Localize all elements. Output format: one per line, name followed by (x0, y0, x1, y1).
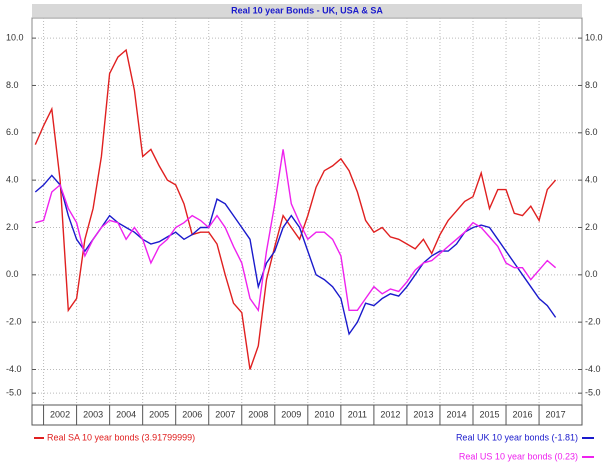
y-tick-label: -2.0 (6, 317, 22, 327)
y-tick-label: 2.0 (6, 222, 19, 232)
title-bar (32, 4, 582, 17)
y-tick-label: 4.0 (6, 175, 19, 185)
x-tick-label: 2007 (215, 409, 235, 419)
chart-title: Real 10 year Bonds - UK, USA & SA (231, 5, 383, 15)
x-tick-label: 2002 (50, 409, 70, 419)
y-tick-label: 6.0 (6, 127, 19, 137)
series-line (34, 174, 557, 336)
y2-tick-label: -5.0 (585, 388, 601, 398)
x-tick-label: 2009 (281, 409, 301, 419)
x-tick-label: 2014 (446, 409, 466, 419)
y2-tick-label: 10.0 (585, 32, 603, 42)
y2-tick-label: -2.0 (585, 317, 601, 327)
y2-tick-label: 6.0 (585, 127, 598, 137)
y2-tick-label: 2.0 (585, 222, 598, 232)
legend-label: Real SA 10 year bonds (3.91799999) (47, 432, 195, 442)
series-line (35, 149, 557, 313)
x-tick-label: 2004 (116, 409, 136, 419)
x-tick-label: 2003 (83, 409, 103, 419)
x-tick-label: 2011 (348, 409, 367, 419)
plot-area (31, 17, 583, 406)
y2-tick-label: 0.0 (585, 269, 598, 279)
x-tick-label: 2017 (546, 409, 566, 419)
x-tick-label: 2010 (314, 409, 334, 419)
y2-tick-label: 4.0 (585, 175, 598, 185)
y-tick-label: 10.0 (6, 32, 24, 42)
y-tick-label: 8.0 (6, 80, 19, 90)
y2-tick-label: 8.0 (585, 80, 598, 90)
y2-tick-label: -4.0 (585, 364, 601, 374)
x-tick-label: 2012 (380, 409, 400, 419)
y-tick-label: -5.0 (6, 388, 22, 398)
legend-label: Real UK 10 year bonds (-1.81) (456, 432, 578, 442)
series-line (34, 48, 557, 370)
x-tick-label: 2016 (513, 409, 533, 419)
y-tick-label: 0.0 (6, 269, 19, 279)
y-tick-label: -4.0 (6, 364, 22, 374)
x-tick-label: 2006 (182, 409, 202, 419)
legend-label: Real US 10 year bonds (0.23) (459, 451, 578, 461)
x-tick-label: 2013 (413, 409, 433, 419)
x-tick-label: 2015 (479, 409, 499, 419)
x-tick-label: 2005 (149, 409, 169, 419)
x-tick-label: 2008 (248, 409, 268, 419)
x-axis-band (31, 404, 583, 426)
